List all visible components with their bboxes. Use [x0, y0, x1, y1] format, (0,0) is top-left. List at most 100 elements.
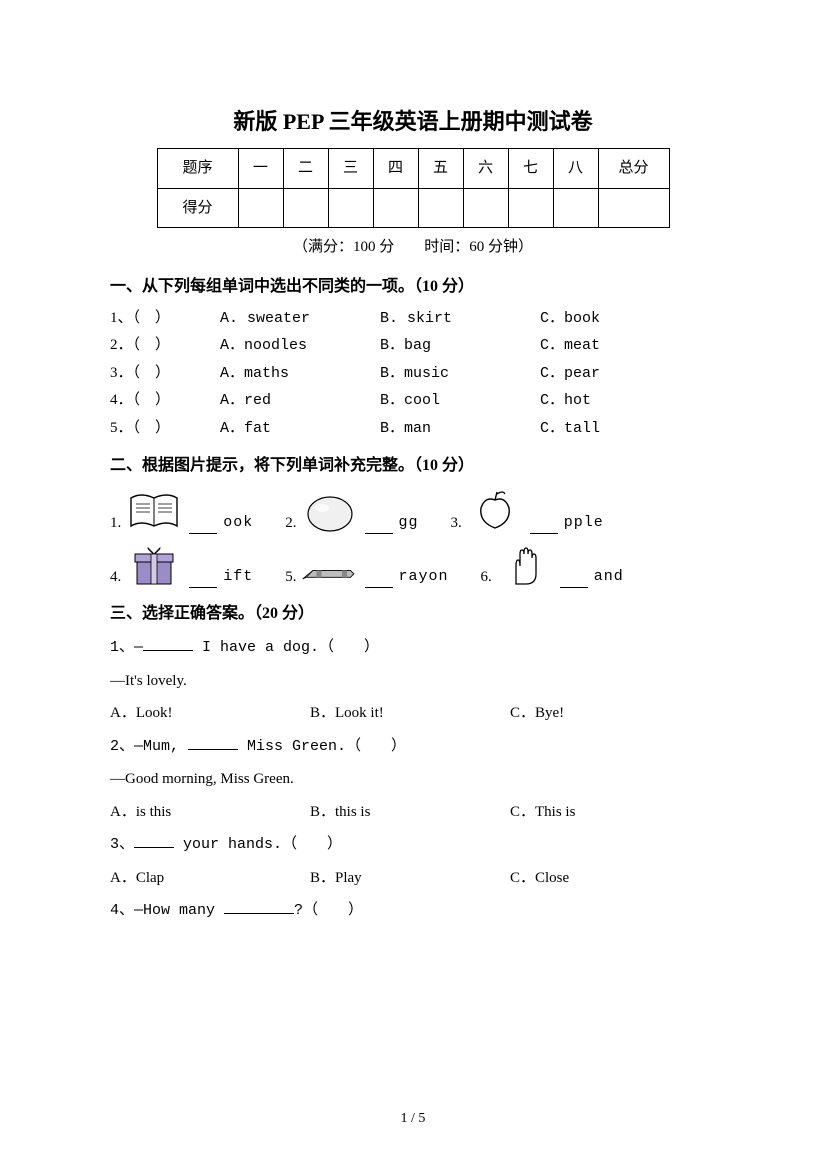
q5-number: 5．（ ）: [110, 417, 220, 440]
s3-q2-opt-b: B．this is: [310, 801, 510, 824]
q4-opt-b: B．cool: [380, 390, 540, 413]
score-cell[interactable]: [418, 188, 463, 228]
score-table: 题序 一 二 三 四 五 六 七 八 总分 得分: [157, 148, 670, 228]
score-header-cell: 五: [418, 149, 463, 189]
q1-opt-c: C．book: [540, 308, 600, 331]
q3-row: 3．（ ） A．maths B．music C．pear: [110, 362, 716, 386]
s3-q3-blank[interactable]: [134, 833, 174, 848]
q2-row: 2．（ ） A．noodles B．bag C．meat: [110, 334, 716, 358]
s3-q1-response: —It's lovely.: [110, 670, 716, 693]
fill-item-1: 1. ook: [110, 486, 253, 534]
score-header-cell: 四: [373, 149, 418, 189]
page: 新版 PEP 三年级英语上册期中测试卷 题序 一 二 三 四 五 六 七 八 总…: [0, 0, 826, 1169]
s3-q2-opt-a: A．is this: [110, 801, 310, 824]
fill-1-text: ook: [223, 512, 253, 535]
score-value-row: 得分: [157, 188, 669, 228]
apple-icon: [466, 486, 524, 534]
s3-q2-prompt: 2、—Mum, Miss Green.（ ）: [110, 735, 716, 759]
egg-icon: [301, 486, 359, 534]
score-cell[interactable]: [373, 188, 418, 228]
s3-q3-options: A．Clap B．Play C．Close: [110, 867, 716, 890]
s3-q3-prompt: 3、 your hands.（ ）: [110, 833, 716, 857]
score-cell[interactable]: [283, 188, 328, 228]
fill-item-2: 2. gg: [285, 486, 418, 534]
score-header-row: 题序 一 二 三 四 五 六 七 八 总分: [157, 149, 669, 189]
score-header-cell: 二: [283, 149, 328, 189]
s3-q2-options: A．is this B．this is C．This is: [110, 801, 716, 824]
fill-4-number: 4.: [110, 566, 121, 589]
s3-q2-response: —Good morning, Miss Green.: [110, 768, 716, 791]
q2-opt-b: B．bag: [380, 335, 540, 358]
q1-opt-a: A. sweater: [220, 308, 380, 331]
s3-q2-opt-c: C．This is: [510, 801, 575, 824]
q5-row: 5．（ ） A．fat B．man C．tall: [110, 417, 716, 441]
fill-5-text: rayon: [399, 566, 449, 589]
fill-item-3: 3. pple: [451, 486, 604, 534]
section-1-heading: 一、从下列每组单词中选出不同类的一项。（10 分）: [110, 275, 716, 299]
fill-2-blank[interactable]: [365, 533, 393, 534]
s3-q1-options: A．Look! B．Look it! C．Bye!: [110, 702, 716, 725]
q4-opt-c: C．hot: [540, 390, 591, 413]
fill-item-6: 6. and: [481, 540, 624, 588]
hand-icon: [496, 540, 554, 588]
score-cell[interactable]: [598, 188, 669, 228]
q2-opt-c: C．meat: [540, 335, 600, 358]
score-header-cell: 六: [463, 149, 508, 189]
exam-info: （满分：100 分 时间：60 分钟）: [110, 236, 716, 259]
q3-opt-b: B．music: [380, 363, 540, 386]
score-header-cell: 三: [328, 149, 373, 189]
q1-row: 1、（ ） A. sweater B. skirt C．book: [110, 307, 716, 331]
score-header-cell: 八: [553, 149, 598, 189]
fill-3-number: 3.: [451, 512, 462, 535]
fill-row-2: 4. ift 5. rayon: [110, 540, 716, 588]
score-header-cell: 题序: [157, 149, 238, 189]
s3-q3-opt-b: B．Play: [310, 867, 510, 890]
q5-opt-a: A．fat: [220, 418, 380, 441]
fill-row-1: 1. ook 2. gg 3.: [110, 486, 716, 534]
fill-5-blank[interactable]: [365, 587, 393, 588]
page-title: 新版 PEP 三年级英语上册期中测试卷: [110, 105, 716, 138]
s3-q4-blank[interactable]: [224, 899, 294, 914]
score-cell[interactable]: [508, 188, 553, 228]
q3-opt-a: A．maths: [220, 363, 380, 386]
s3-q1-blank[interactable]: [143, 636, 193, 651]
q5-opt-c: C．tall: [540, 418, 600, 441]
fill-item-4: 4. ift: [110, 540, 253, 588]
gift-icon: [125, 540, 183, 588]
q4-row: 4．（ ） A．red B．cool C．hot: [110, 389, 716, 413]
q2-opt-a: A．noodles: [220, 335, 380, 358]
q1-opt-b: B. skirt: [380, 308, 540, 331]
book-icon: [125, 486, 183, 534]
crayon-icon: [301, 540, 359, 588]
fill-5-number: 5.: [285, 566, 296, 589]
s3-q1-opt-b: B．Look it!: [310, 702, 510, 725]
q5-opt-b: B．man: [380, 418, 540, 441]
score-header-cell: 一: [238, 149, 283, 189]
fill-1-blank[interactable]: [189, 533, 217, 534]
q2-number: 2．（ ）: [110, 334, 220, 357]
fill-4-blank[interactable]: [189, 587, 217, 588]
fill-3-blank[interactable]: [530, 533, 558, 534]
score-cell[interactable]: [328, 188, 373, 228]
q3-opt-c: C．pear: [540, 363, 600, 386]
s3-q1-opt-c: C．Bye!: [510, 702, 564, 725]
fill-item-5: 5. rayon: [285, 540, 448, 588]
s3-q3-opt-a: A．Clap: [110, 867, 310, 890]
fill-1-number: 1.: [110, 512, 121, 535]
fill-2-number: 2.: [285, 512, 296, 535]
s3-q4-prompt: 4、—How many ?（ ）: [110, 899, 716, 923]
fill-6-number: 6.: [481, 566, 492, 589]
score-cell[interactable]: [463, 188, 508, 228]
score-cell[interactable]: [238, 188, 283, 228]
fill-6-blank[interactable]: [560, 587, 588, 588]
section-3-heading: 三、选择正确答案。（20 分）: [110, 602, 716, 626]
s3-q2-blank[interactable]: [188, 735, 238, 750]
score-cell[interactable]: [553, 188, 598, 228]
fill-3-text: pple: [564, 512, 604, 535]
s3-q1-prompt: 1、— I have a dog.（ ）: [110, 636, 716, 660]
fill-6-text: and: [594, 566, 624, 589]
score-header-cell: 总分: [598, 149, 669, 189]
q4-number: 4．（ ）: [110, 389, 220, 412]
score-row-label: 得分: [157, 188, 238, 228]
section-2-heading: 二、根据图片提示，将下列单词补充完整。（10 分）: [110, 454, 716, 478]
